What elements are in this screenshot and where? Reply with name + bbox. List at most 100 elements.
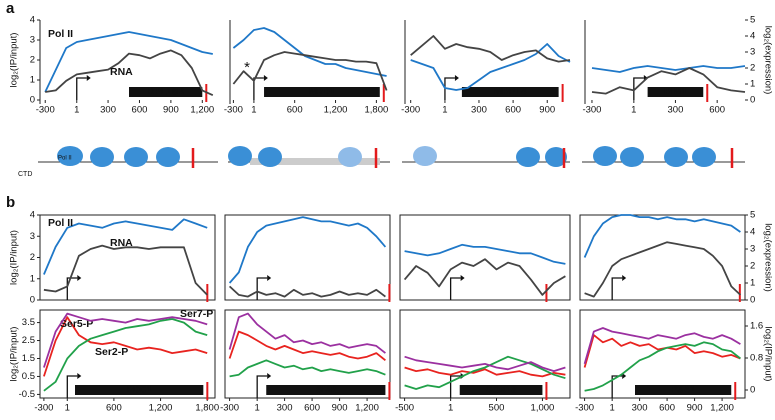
series-label: RNA xyxy=(110,66,133,78)
x-tick-label: 1 xyxy=(610,403,615,414)
x-tick-label: -300 xyxy=(575,403,594,414)
pol-label: Pol II xyxy=(58,156,72,162)
x-tick-label: 1,000 xyxy=(531,403,555,414)
x-tick-label: 1 xyxy=(631,105,636,116)
series-label: Ser7-P xyxy=(180,308,213,320)
pol-ii xyxy=(664,147,688,167)
y-axis-label: log₂(IP/input) xyxy=(9,230,20,285)
y-tick-label: 0 xyxy=(30,295,35,306)
series-line xyxy=(585,335,741,367)
pol-ii xyxy=(516,147,540,167)
pol-ii xyxy=(593,146,617,166)
pol-ii xyxy=(338,147,362,167)
gene-label: RIM1 xyxy=(664,87,687,98)
y-tick-label: 1 xyxy=(30,75,35,86)
y-tick-label: -0.5 xyxy=(19,389,35,400)
y-tick-label: 1 xyxy=(30,273,35,284)
pol-ii xyxy=(156,147,180,167)
plot-frame xyxy=(225,310,390,398)
y2-tick-label: 3 xyxy=(750,244,755,255)
x-tick-label: 300 xyxy=(100,105,116,116)
annotation: * xyxy=(244,59,250,76)
series-line xyxy=(411,44,570,90)
pol-ii xyxy=(620,147,644,167)
x-tick-label: 900 xyxy=(539,105,555,116)
x-tick-label: -300 xyxy=(224,105,243,116)
tss-arrowhead xyxy=(87,75,91,81)
pol-ii xyxy=(90,147,114,167)
y2-tick-label: 0 xyxy=(750,385,755,396)
gene-label: COX18 xyxy=(486,385,517,396)
x-tick-label: -300 xyxy=(36,105,55,116)
x-tick-label: 1,800 xyxy=(364,105,388,116)
gene-label: NRD1 xyxy=(309,87,336,98)
y-tick-label: 3 xyxy=(30,35,35,46)
tss-arrowhead xyxy=(77,373,81,379)
y2-axis-label: log₂(expression) xyxy=(762,223,773,292)
x-tick-label: 300 xyxy=(632,403,648,414)
ctd-label: CTD xyxy=(18,171,32,178)
x-tick-label: -500 xyxy=(395,403,414,414)
x-tick-label: 1,200 xyxy=(324,105,348,116)
gene-label: PDC1 xyxy=(126,385,152,396)
y-tick-label: 2.5 xyxy=(22,335,35,346)
x-tick-label: 1,200 xyxy=(149,403,173,414)
series-label: RNA xyxy=(110,237,133,249)
x-tick-label: 1 xyxy=(448,403,453,414)
y-tick-label: 3.5 xyxy=(22,317,35,328)
x-tick-label: 1 xyxy=(442,105,447,116)
y2-tick-label: 0 xyxy=(750,295,755,306)
pol-ii xyxy=(258,147,282,167)
x-tick-label: 600 xyxy=(709,105,725,116)
x-tick-label: 300 xyxy=(471,105,487,116)
x-tick-label: 900 xyxy=(332,403,348,414)
series-line xyxy=(585,215,741,258)
tss-arrowhead xyxy=(77,275,81,281)
y2-tick-label: 4 xyxy=(750,31,755,42)
x-tick-label: 1,200 xyxy=(190,105,214,116)
gene-label: RPL16B xyxy=(147,87,184,98)
y2-tick-label: 2 xyxy=(750,63,755,74)
gene-label: MRPL4 xyxy=(494,87,527,98)
x-tick-label: 1 xyxy=(251,105,256,116)
y2-tick-label: 3 xyxy=(750,47,755,58)
series-line xyxy=(44,246,207,295)
x-tick-label: 600 xyxy=(304,403,320,414)
series-label: Pol II xyxy=(48,217,73,229)
series-line xyxy=(585,342,741,391)
series-line xyxy=(230,360,386,376)
x-tick-label: 1 xyxy=(255,403,260,414)
x-tick-label: 600 xyxy=(287,105,303,116)
tss-arrowhead xyxy=(267,275,271,281)
y2-tick-label: 2 xyxy=(750,261,755,272)
series-line xyxy=(230,217,386,283)
y2-axis-label: log₂(IP/input) xyxy=(762,327,773,382)
tss-arrow xyxy=(257,376,267,398)
x-tick-label: 1,800 xyxy=(195,403,219,414)
series-label: Pol II xyxy=(48,28,73,40)
x-tick-label: 1,200 xyxy=(355,403,379,414)
pol-ii xyxy=(692,147,716,167)
series-line xyxy=(233,28,386,76)
series-line xyxy=(230,314,386,354)
y-tick-label: 4 xyxy=(30,210,35,221)
tss-arrow xyxy=(254,78,264,100)
series-line xyxy=(405,245,566,264)
x-tick-label: -300 xyxy=(34,403,53,414)
x-tick-label: 900 xyxy=(687,403,703,414)
tss-arrow xyxy=(77,78,87,100)
pol-ii xyxy=(228,146,252,166)
x-tick-label: 600 xyxy=(659,403,675,414)
y-tick-label: 2 xyxy=(30,55,35,66)
polymerase-diagram: Pol II CTD xyxy=(18,146,745,178)
y2-tick-label: 4 xyxy=(750,227,755,238)
panel-label: a xyxy=(6,0,15,17)
series-line xyxy=(411,36,570,62)
gene-label: PSA1 xyxy=(671,385,697,396)
series-line xyxy=(592,66,745,72)
y2-tick-label: 1 xyxy=(750,278,755,289)
figure: a b Pol II CTD 01234log₂(IP xyxy=(0,0,775,420)
x-tick-label: -300 xyxy=(582,105,601,116)
gene-label: SNR xyxy=(316,385,336,396)
tss-arrow xyxy=(257,278,267,300)
